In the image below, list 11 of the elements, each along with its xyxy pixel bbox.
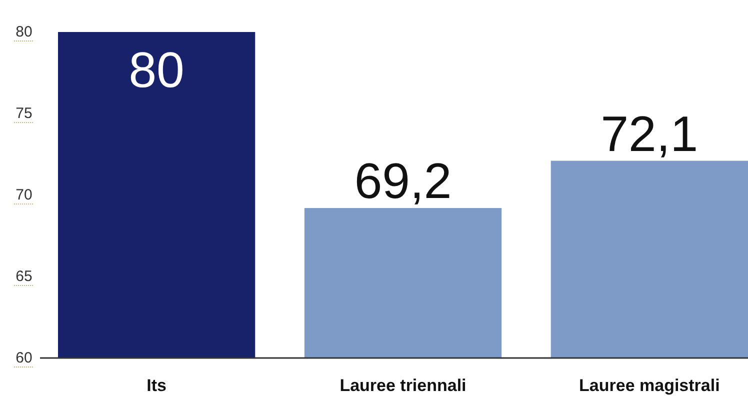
y-tick-label: 60 (16, 350, 32, 366)
x-tick-label: Lauree triennali (340, 376, 466, 395)
y-tick-label: 70 (16, 186, 32, 204)
y-tick-label: 75 (16, 105, 32, 122)
data-label: 80 (128, 42, 184, 98)
x-tick-label: Its (146, 376, 166, 395)
x-tick-label: Lauree magistrali (579, 376, 720, 395)
data-label: 69,2 (354, 153, 452, 210)
data-label: 72,1 (600, 106, 698, 162)
y-tick-label: 80 (16, 24, 32, 40)
y-tick-label: 65 (16, 268, 32, 285)
